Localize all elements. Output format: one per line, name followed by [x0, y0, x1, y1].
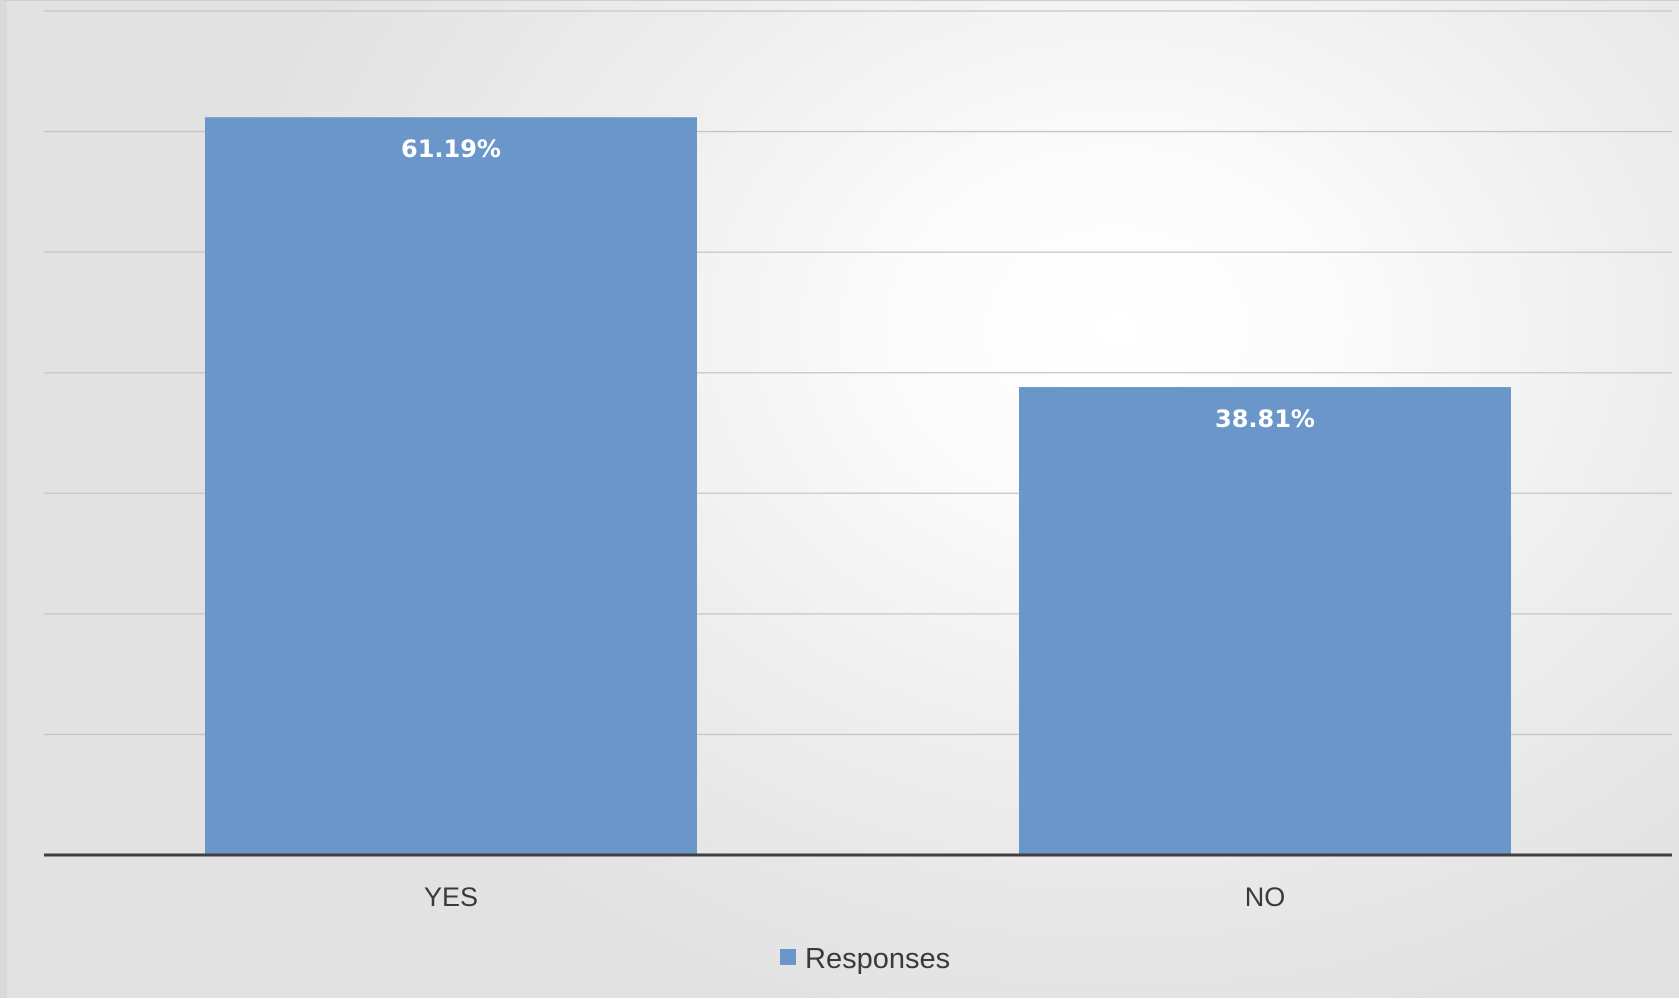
bar-yes [205, 117, 697, 855]
legend: Responses [780, 943, 950, 975]
bar-no [1019, 387, 1511, 855]
data-label-yes: 61.19% [401, 135, 501, 163]
legend-label-responses: Responses [805, 943, 950, 975]
category-label-yes: YES [424, 882, 478, 912]
category-labels: YES NO [424, 882, 1285, 912]
category-label-no: NO [1245, 882, 1286, 912]
bars: 61.19% 38.81% [205, 117, 1511, 855]
legend-swatch-responses [780, 949, 796, 965]
data-label-no: 38.81% [1215, 405, 1315, 433]
bar-chart: 61.19% 38.81% YES NO Responses [44, 10, 1672, 975]
